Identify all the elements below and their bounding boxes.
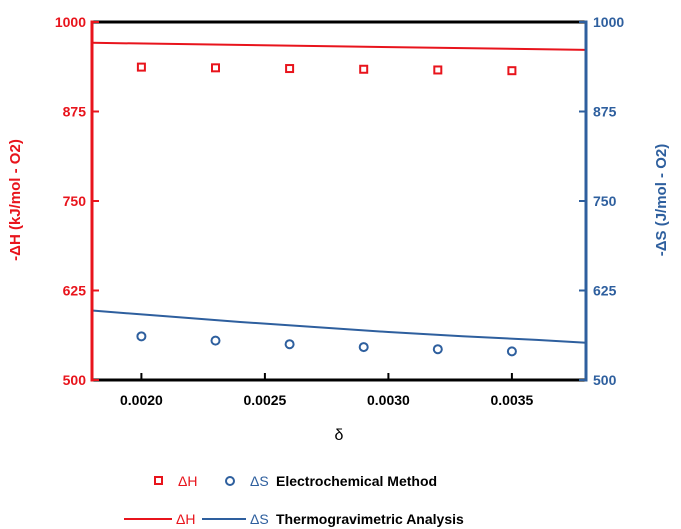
data-point-square bbox=[507, 66, 517, 76]
x-tick-label: 0.0020 bbox=[120, 392, 163, 408]
x-axis-label: δ bbox=[335, 427, 344, 444]
data-point-square bbox=[136, 62, 146, 72]
series-line-3 bbox=[91, 309, 587, 344]
x-tick-label: 0.0030 bbox=[367, 392, 410, 408]
legend-label: ΔS bbox=[250, 511, 269, 527]
y-axis-label-left: -ΔH (kJ/mol - O2) bbox=[7, 139, 24, 261]
y-tick-label-right: 1000 bbox=[593, 14, 624, 30]
data-point-circle bbox=[358, 342, 369, 353]
y-tick-label-right: 500 bbox=[593, 372, 617, 388]
legend-marker-circle bbox=[225, 476, 235, 486]
legend-label: ΔH bbox=[176, 511, 195, 527]
data-point-square bbox=[359, 64, 369, 74]
data-point-square bbox=[433, 65, 443, 75]
y-tick-label-left: 875 bbox=[63, 104, 87, 120]
legend-group-label: Electrochemical Method bbox=[276, 473, 437, 489]
data-point-circle bbox=[506, 346, 517, 357]
y-tick-label-left: 750 bbox=[63, 193, 87, 209]
x-tick-label: 0.0035 bbox=[490, 392, 533, 408]
legend-label: ΔH bbox=[178, 473, 197, 489]
plot-marks bbox=[91, 41, 587, 357]
data-point-circle bbox=[432, 344, 443, 355]
y-tick-label-left: 1000 bbox=[55, 14, 86, 30]
y-tick-label-right: 875 bbox=[593, 104, 617, 120]
data-point-square bbox=[285, 64, 295, 74]
series-line-2 bbox=[91, 41, 587, 51]
ticks: 500 500 625 625 750 750 875 875 1000 1000 0.0020 0.… bbox=[55, 14, 625, 408]
data-point-square bbox=[211, 63, 220, 73]
data-point-circle bbox=[136, 331, 147, 342]
y-axis-label-right: -ΔS (J/mol - O2) bbox=[653, 144, 670, 256]
data-point-circle bbox=[284, 339, 295, 350]
legend-marker-square bbox=[154, 476, 163, 485]
data-point-circle bbox=[210, 335, 221, 346]
legend-group-label: Thermogravimetric Analysis bbox=[276, 511, 464, 527]
legend-label: ΔS bbox=[250, 473, 269, 489]
legend: ΔH ΔS Electrochemical Method ΔH ΔS Thermograv… bbox=[124, 473, 464, 527]
y-tick-label-left: 500 bbox=[63, 372, 87, 388]
x-tick-label: 0.0025 bbox=[243, 392, 286, 408]
y-tick-label-right: 625 bbox=[593, 283, 617, 299]
y-tick-label-left: 625 bbox=[63, 283, 87, 299]
y-tick-label-right: 750 bbox=[593, 193, 617, 209]
